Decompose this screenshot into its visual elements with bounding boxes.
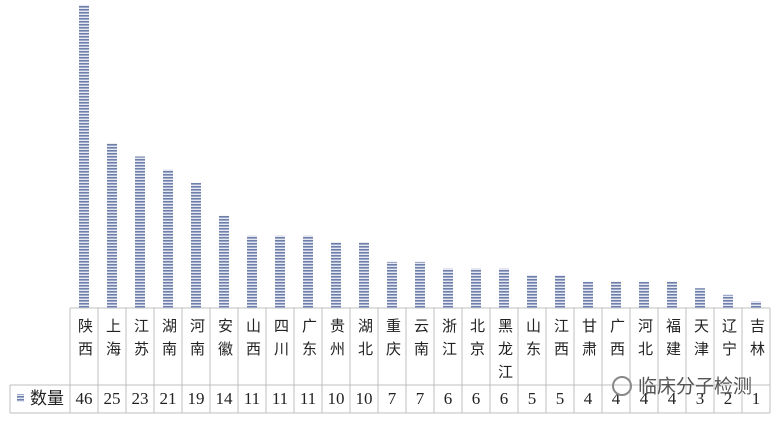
bar — [107, 143, 117, 308]
legend-swatch — [17, 394, 24, 402]
value-label: 10 — [328, 389, 345, 408]
bar — [527, 275, 537, 308]
value-label: 5 — [528, 389, 537, 408]
x-tick-label: 江西 — [552, 318, 569, 364]
x-tick-label: 广东 — [300, 318, 317, 364]
value-label: 2 — [724, 389, 733, 408]
x-tick-label: 河南 — [188, 318, 205, 364]
x-tick-label: 重庆 — [384, 318, 401, 364]
bar — [303, 235, 313, 308]
x-tick-label: 天津 — [692, 318, 709, 364]
value-label: 11 — [272, 389, 288, 408]
bar — [359, 242, 369, 308]
value-label: 11 — [300, 389, 316, 408]
bar — [219, 215, 229, 308]
x-tick-label: 贵州 — [328, 318, 345, 364]
bar — [163, 169, 173, 308]
bar — [331, 242, 341, 308]
bar — [471, 268, 481, 308]
value-label: 10 — [356, 389, 373, 408]
x-tick-label: 河北 — [636, 318, 653, 364]
bar — [555, 275, 565, 308]
x-tick-label: 上海 — [104, 318, 121, 364]
bar — [695, 288, 705, 308]
legend-label: 数量 — [30, 389, 64, 408]
value-label: 6 — [444, 389, 453, 408]
x-tick-label: 湖北 — [356, 318, 373, 364]
value-label: 46 — [76, 389, 93, 408]
bar — [723, 294, 733, 308]
bar — [667, 281, 677, 308]
value-label: 4 — [584, 389, 593, 408]
bar — [639, 281, 649, 308]
value-label: 3 — [696, 389, 705, 408]
x-tick-label: 辽宁 — [720, 318, 737, 364]
x-tick-label: 浙江 — [440, 318, 457, 364]
watermark: 临床分子检测 — [612, 376, 752, 398]
value-label: 4 — [612, 389, 621, 408]
bar — [191, 182, 201, 308]
value-label: 1 — [752, 389, 761, 408]
bar — [499, 268, 509, 308]
x-tick-label: 山西 — [244, 318, 261, 364]
bar — [611, 281, 621, 308]
bar — [135, 156, 145, 308]
x-tick-label: 吉林 — [748, 318, 765, 364]
value-label: 7 — [388, 389, 397, 408]
value-label: 21 — [160, 389, 177, 408]
value-label: 14 — [216, 389, 234, 408]
value-label: 11 — [244, 389, 260, 408]
value-label: 5 — [556, 389, 565, 408]
value-label: 4 — [668, 389, 677, 408]
value-label: 25 — [104, 389, 121, 408]
value-label: 4 — [640, 389, 649, 408]
x-tick-label: 山东 — [524, 318, 540, 364]
value-label: 6 — [472, 389, 481, 408]
x-tick-label: 湖南 — [160, 318, 177, 364]
x-tick-label: 福建 — [664, 318, 681, 364]
x-tick-label: 广西 — [608, 318, 625, 364]
bar — [275, 235, 285, 308]
watermark-text: 临床分子检测 — [638, 376, 752, 398]
bar — [415, 261, 425, 308]
x-tick-label: 安徽 — [216, 318, 233, 364]
value-label: 6 — [500, 389, 509, 408]
bar — [443, 268, 453, 308]
x-tick-label: 江苏 — [132, 318, 149, 364]
value-label: 7 — [416, 389, 425, 408]
x-tick-label: 四川 — [272, 318, 289, 364]
x-tick-label: 陕西 — [76, 318, 93, 364]
bar — [751, 301, 761, 308]
bar — [79, 5, 89, 308]
bar — [387, 261, 397, 308]
x-tick-label: 北京 — [468, 318, 485, 364]
x-tick-label: 甘肃 — [580, 318, 597, 364]
value-label: 23 — [132, 389, 149, 408]
x-tick-label: 黑龙江 — [496, 318, 513, 387]
value-label: 19 — [188, 389, 205, 408]
x-tick-label: 云南 — [412, 318, 429, 364]
bar — [247, 235, 257, 308]
watermark-icon — [612, 376, 632, 396]
bar — [583, 281, 593, 308]
